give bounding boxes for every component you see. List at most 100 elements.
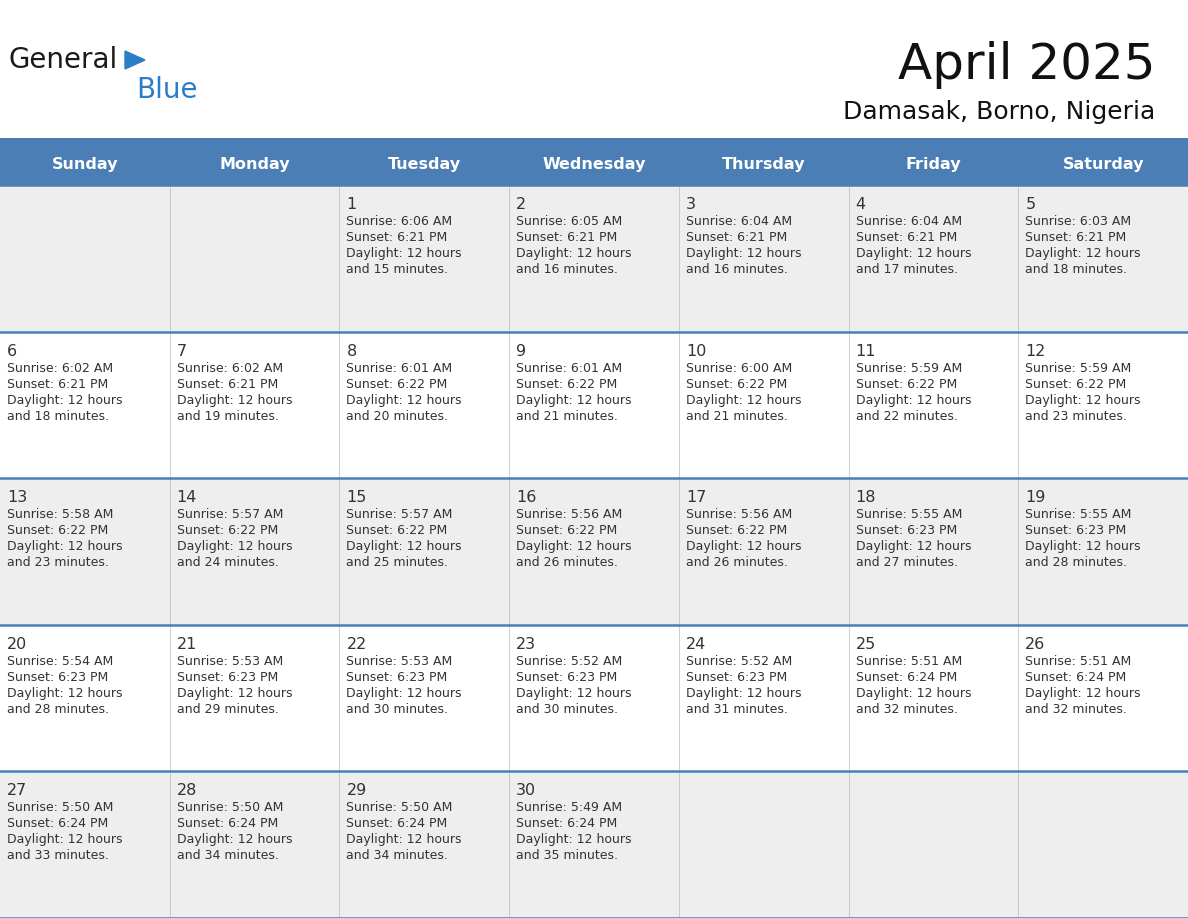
Text: Sunrise: 5:52 AM: Sunrise: 5:52 AM <box>516 655 623 667</box>
Text: Daylight: 12 hours: Daylight: 12 hours <box>685 394 802 407</box>
Text: and 28 minutes.: and 28 minutes. <box>7 703 109 716</box>
Text: and 19 minutes.: and 19 minutes. <box>177 409 279 422</box>
Text: 14: 14 <box>177 490 197 505</box>
Text: Sunrise: 6:03 AM: Sunrise: 6:03 AM <box>1025 215 1131 228</box>
Text: Blue: Blue <box>135 76 197 104</box>
Text: and 30 minutes.: and 30 minutes. <box>516 703 618 716</box>
Text: Sunset: 6:22 PM: Sunset: 6:22 PM <box>855 377 956 390</box>
Text: Sunrise: 5:56 AM: Sunrise: 5:56 AM <box>516 509 623 521</box>
Text: and 33 minutes.: and 33 minutes. <box>7 849 109 862</box>
Text: and 31 minutes.: and 31 minutes. <box>685 703 788 716</box>
Text: Daylight: 12 hours: Daylight: 12 hours <box>516 834 632 846</box>
Text: and 21 minutes.: and 21 minutes. <box>685 409 788 422</box>
Text: 9: 9 <box>516 343 526 359</box>
Text: 10: 10 <box>685 343 706 359</box>
Text: 30: 30 <box>516 783 536 799</box>
Text: Sunrise: 6:04 AM: Sunrise: 6:04 AM <box>685 215 792 228</box>
Text: and 20 minutes.: and 20 minutes. <box>347 409 448 422</box>
Text: Daylight: 12 hours: Daylight: 12 hours <box>177 834 292 846</box>
Bar <box>0 331 1188 478</box>
Text: Sunset: 6:24 PM: Sunset: 6:24 PM <box>347 817 448 831</box>
Text: Sunset: 6:23 PM: Sunset: 6:23 PM <box>177 671 278 684</box>
Bar <box>0 625 1188 771</box>
Text: Sunrise: 6:04 AM: Sunrise: 6:04 AM <box>855 215 962 228</box>
Text: Damasak, Borno, Nigeria: Damasak, Borno, Nigeria <box>842 100 1155 124</box>
Text: Daylight: 12 hours: Daylight: 12 hours <box>516 394 632 407</box>
Text: Sunrise: 5:50 AM: Sunrise: 5:50 AM <box>7 801 113 814</box>
Text: 16: 16 <box>516 490 537 505</box>
Text: Daylight: 12 hours: Daylight: 12 hours <box>516 687 632 700</box>
Text: Sunset: 6:23 PM: Sunset: 6:23 PM <box>685 671 788 684</box>
Text: 26: 26 <box>1025 637 1045 652</box>
Bar <box>0 185 1188 331</box>
Text: Sunrise: 5:50 AM: Sunrise: 5:50 AM <box>177 801 283 814</box>
Text: Sunrise: 5:59 AM: Sunrise: 5:59 AM <box>855 362 962 375</box>
Text: 22: 22 <box>347 637 367 652</box>
Text: Sunrise: 6:02 AM: Sunrise: 6:02 AM <box>177 362 283 375</box>
Text: Daylight: 12 hours: Daylight: 12 hours <box>347 394 462 407</box>
Text: Tuesday: Tuesday <box>387 158 461 173</box>
Text: Sunset: 6:22 PM: Sunset: 6:22 PM <box>347 524 448 537</box>
Text: 7: 7 <box>177 343 187 359</box>
Text: Friday: Friday <box>905 158 961 173</box>
Bar <box>0 145 1188 185</box>
Text: 6: 6 <box>7 343 17 359</box>
Text: and 30 minutes.: and 30 minutes. <box>347 703 448 716</box>
Text: 19: 19 <box>1025 490 1045 505</box>
Text: Sunset: 6:21 PM: Sunset: 6:21 PM <box>347 231 448 244</box>
Text: Sunset: 6:24 PM: Sunset: 6:24 PM <box>1025 671 1126 684</box>
Text: April 2025: April 2025 <box>897 41 1155 89</box>
Text: 4: 4 <box>855 197 866 212</box>
Text: Daylight: 12 hours: Daylight: 12 hours <box>177 687 292 700</box>
Text: Sunrise: 5:55 AM: Sunrise: 5:55 AM <box>855 509 962 521</box>
Text: Sunset: 6:22 PM: Sunset: 6:22 PM <box>516 377 618 390</box>
Text: and 23 minutes.: and 23 minutes. <box>1025 409 1127 422</box>
Text: and 18 minutes.: and 18 minutes. <box>1025 263 1127 276</box>
Text: and 29 minutes.: and 29 minutes. <box>177 703 279 716</box>
Text: Sunset: 6:22 PM: Sunset: 6:22 PM <box>516 524 618 537</box>
Text: Thursday: Thursday <box>722 158 805 173</box>
Text: General: General <box>8 46 118 74</box>
Text: Monday: Monday <box>220 158 290 173</box>
Text: and 28 minutes.: and 28 minutes. <box>1025 556 1127 569</box>
Text: 3: 3 <box>685 197 696 212</box>
Text: Daylight: 12 hours: Daylight: 12 hours <box>1025 540 1140 554</box>
Text: Daylight: 12 hours: Daylight: 12 hours <box>347 834 462 846</box>
Text: Sunrise: 5:57 AM: Sunrise: 5:57 AM <box>347 509 453 521</box>
Text: Sunset: 6:23 PM: Sunset: 6:23 PM <box>1025 524 1126 537</box>
Text: Daylight: 12 hours: Daylight: 12 hours <box>516 540 632 554</box>
Text: Sunset: 6:24 PM: Sunset: 6:24 PM <box>516 817 618 831</box>
Text: 29: 29 <box>347 783 367 799</box>
Text: 27: 27 <box>7 783 27 799</box>
Text: Sunrise: 5:59 AM: Sunrise: 5:59 AM <box>1025 362 1131 375</box>
Text: Daylight: 12 hours: Daylight: 12 hours <box>177 540 292 554</box>
Text: Sunrise: 5:51 AM: Sunrise: 5:51 AM <box>1025 655 1131 667</box>
Text: Daylight: 12 hours: Daylight: 12 hours <box>685 540 802 554</box>
Text: 17: 17 <box>685 490 706 505</box>
Text: Sunset: 6:21 PM: Sunset: 6:21 PM <box>516 231 618 244</box>
Text: Sunset: 6:24 PM: Sunset: 6:24 PM <box>855 671 956 684</box>
Text: Wednesday: Wednesday <box>542 158 646 173</box>
Text: 28: 28 <box>177 783 197 799</box>
Text: Sunset: 6:22 PM: Sunset: 6:22 PM <box>177 524 278 537</box>
Text: and 21 minutes.: and 21 minutes. <box>516 409 618 422</box>
Text: 1: 1 <box>347 197 356 212</box>
Text: Daylight: 12 hours: Daylight: 12 hours <box>7 687 122 700</box>
Text: Sunrise: 6:01 AM: Sunrise: 6:01 AM <box>516 362 623 375</box>
Text: Daylight: 12 hours: Daylight: 12 hours <box>685 247 802 260</box>
Text: and 27 minutes.: and 27 minutes. <box>855 556 958 569</box>
Text: Sunset: 6:24 PM: Sunset: 6:24 PM <box>7 817 108 831</box>
Text: and 15 minutes.: and 15 minutes. <box>347 263 448 276</box>
Text: Sunset: 6:21 PM: Sunset: 6:21 PM <box>1025 231 1126 244</box>
Text: Sunrise: 5:50 AM: Sunrise: 5:50 AM <box>347 801 453 814</box>
Text: and 24 minutes.: and 24 minutes. <box>177 556 279 569</box>
Text: Sunrise: 5:49 AM: Sunrise: 5:49 AM <box>516 801 623 814</box>
Text: Sunrise: 5:56 AM: Sunrise: 5:56 AM <box>685 509 792 521</box>
Text: and 32 minutes.: and 32 minutes. <box>1025 703 1127 716</box>
Text: Daylight: 12 hours: Daylight: 12 hours <box>347 540 462 554</box>
Text: Daylight: 12 hours: Daylight: 12 hours <box>7 394 122 407</box>
Text: and 34 minutes.: and 34 minutes. <box>177 849 279 862</box>
Text: Daylight: 12 hours: Daylight: 12 hours <box>1025 394 1140 407</box>
Text: 25: 25 <box>855 637 876 652</box>
Text: and 32 minutes.: and 32 minutes. <box>855 703 958 716</box>
